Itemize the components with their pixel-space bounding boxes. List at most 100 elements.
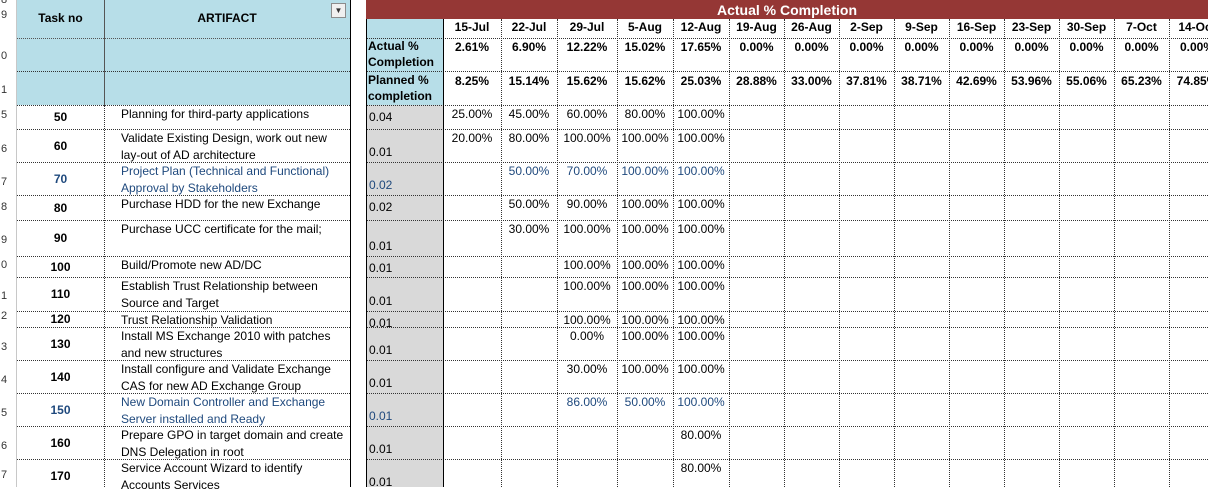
completion-cell[interactable]: 80.00% xyxy=(680,428,722,442)
task-number[interactable]: 160 xyxy=(50,435,71,450)
weight-cell[interactable]: 0.01 xyxy=(369,261,393,275)
weight-cell[interactable]: 0.01 xyxy=(369,409,393,423)
weight-cell[interactable]: 0.01 xyxy=(369,145,393,159)
completion-cell[interactable]: 80.00% xyxy=(508,131,550,145)
artifact-cell[interactable]: Purchase UCC certificate for the mail; xyxy=(121,222,322,236)
completion-cell[interactable]: 100.00% xyxy=(677,164,725,178)
task-number[interactable]: 60 xyxy=(53,138,68,153)
date-header[interactable]: 9-Sep xyxy=(905,20,938,34)
task-number[interactable]: 120 xyxy=(50,312,71,326)
weight-cell[interactable]: 0.02 xyxy=(369,200,393,214)
completion-cell[interactable]: 20.00% xyxy=(451,131,493,145)
task-number[interactable]: 130 xyxy=(50,336,71,351)
task-number[interactable]: 170 xyxy=(50,468,71,483)
completion-cell[interactable]: 100.00% xyxy=(563,313,611,327)
completion-cell[interactable]: 100.00% xyxy=(677,131,725,145)
completion-cell[interactable]: 100.00% xyxy=(677,329,725,343)
completion-cell[interactable]: 100.00% xyxy=(621,313,669,327)
completion-cell[interactable]: 86.00% xyxy=(566,395,608,409)
completion-cell[interactable]: 90.00% xyxy=(566,197,608,211)
completion-cell[interactable]: 100.00% xyxy=(621,329,669,343)
completion-cell[interactable]: 100.00% xyxy=(677,395,725,409)
completion-cell[interactable]: 80.00% xyxy=(624,107,666,121)
weight-cell[interactable]: 0.01 xyxy=(369,475,393,489)
completion-cell[interactable]: 25.00% xyxy=(451,107,493,121)
date-header[interactable]: 15-Jul xyxy=(454,20,490,34)
date-header[interactable]: 12-Aug xyxy=(680,20,722,34)
task-number[interactable]: 70 xyxy=(53,171,68,186)
weight-cell[interactable]: 0.04 xyxy=(369,110,393,124)
date-header[interactable]: 22-Jul xyxy=(511,20,547,34)
weight-cell[interactable]: 0.01 xyxy=(369,294,393,308)
weight-cell[interactable]: 0.01 xyxy=(369,316,393,330)
completion-cell[interactable]: 50.00% xyxy=(624,395,666,409)
completion-cell[interactable]: 100.00% xyxy=(677,222,725,236)
task-number[interactable]: 110 xyxy=(50,287,71,301)
artifact-cell[interactable]: Planning for third-party applications xyxy=(121,107,310,121)
completion-cell[interactable]: 100.00% xyxy=(621,131,669,145)
completion-cell[interactable]: 100.00% xyxy=(563,222,611,236)
artifact-cell[interactable]: Establish Trust Relationship between Sou… xyxy=(121,279,318,310)
completion-cell[interactable]: 100.00% xyxy=(677,197,725,211)
artifact-cell[interactable]: Build/Promote new AD/DC xyxy=(121,258,262,272)
date-header[interactable]: 14-Oct xyxy=(1178,20,1208,34)
completion-cell[interactable]: 100.00% xyxy=(621,279,669,293)
task-number[interactable]: 150 xyxy=(50,402,71,417)
artifact-cell[interactable]: Service Account Wizard to identify Accou… xyxy=(121,461,303,492)
weight-cell[interactable]: 0.01 xyxy=(369,343,393,357)
weight-cell[interactable]: 0.01 xyxy=(369,442,393,456)
task-number[interactable]: 100 xyxy=(50,259,71,274)
artifact-cell[interactable]: Validate Existing Design, work out new l… xyxy=(121,131,327,162)
date-header[interactable]: 19-Aug xyxy=(736,20,777,34)
completion-cell[interactable]: 60.00% xyxy=(566,107,608,121)
artifact-cell[interactable]: New Domain Controller and Exchange Serve… xyxy=(121,395,326,426)
weight-cell[interactable]: 0.01 xyxy=(369,239,393,253)
task-number[interactable]: 50 xyxy=(53,110,68,124)
completion-cell[interactable]: 100.00% xyxy=(677,362,725,376)
artifact-cell[interactable]: Project Plan (Technical and Functional) … xyxy=(121,164,330,195)
date-header[interactable]: 2-Sep xyxy=(850,20,883,34)
artifact-cell[interactable]: Trust Relationship Validation xyxy=(121,313,273,327)
filter-dropdown-button[interactable]: ▼ xyxy=(331,3,346,18)
date-header[interactable]: 23-Sep xyxy=(1011,20,1052,34)
row-rule xyxy=(366,71,1208,72)
date-header[interactable]: 26-Aug xyxy=(791,20,832,34)
completion-cell[interactable]: 100.00% xyxy=(677,107,725,121)
row-number: 0 xyxy=(0,259,17,271)
task-number[interactable]: 80 xyxy=(53,200,68,215)
completion-cell[interactable]: 70.00% xyxy=(566,164,608,178)
date-header[interactable]: 30-Sep xyxy=(1066,20,1107,34)
completion-cell[interactable]: 100.00% xyxy=(621,197,669,211)
task-number[interactable]: 90 xyxy=(53,231,68,245)
task-number[interactable]: 140 xyxy=(50,369,71,384)
completion-cell[interactable]: 100.00% xyxy=(563,279,611,293)
completion-cell[interactable]: 100.00% xyxy=(621,164,669,178)
col-rule xyxy=(784,19,785,487)
artifact-cell[interactable]: Purchase HDD for the new Exchange xyxy=(121,197,321,211)
artifact-cell[interactable]: Install MS Exchange 2010 with patches an… xyxy=(121,329,331,360)
completion-cell[interactable]: 100.00% xyxy=(621,362,669,376)
date-header[interactable]: 7-Oct xyxy=(1126,20,1157,34)
planned-pct: 74.85% xyxy=(1176,74,1208,88)
artifact-cell[interactable]: Prepare GPO in target domain and create … xyxy=(121,428,344,459)
completion-cell[interactable]: 80.00% xyxy=(680,461,722,475)
completion-cell[interactable]: 50.00% xyxy=(508,197,550,211)
completion-cell[interactable]: 30.00% xyxy=(508,222,550,236)
completion-cell[interactable]: 100.00% xyxy=(677,258,725,272)
completion-cell[interactable]: 100.00% xyxy=(563,258,611,272)
date-header[interactable]: 5-Aug xyxy=(628,20,662,34)
completion-cell[interactable]: 100.00% xyxy=(621,258,669,272)
completion-cell[interactable]: 0.00% xyxy=(569,329,605,343)
completion-cell[interactable]: 100.00% xyxy=(677,313,725,327)
completion-cell[interactable]: 45.00% xyxy=(508,107,550,121)
weight-cell[interactable]: 0.02 xyxy=(369,178,393,192)
date-header[interactable]: 29-Jul xyxy=(569,20,605,34)
completion-cell[interactable]: 100.00% xyxy=(677,279,725,293)
artifact-cell[interactable]: Install configure and Validate Exchange … xyxy=(121,362,331,393)
completion-cell[interactable]: 100.00% xyxy=(563,131,611,145)
completion-cell[interactable]: 50.00% xyxy=(508,164,550,178)
weight-cell[interactable]: 0.01 xyxy=(369,376,393,390)
completion-cell[interactable]: 30.00% xyxy=(566,362,608,376)
date-header[interactable]: 16-Sep xyxy=(956,20,997,34)
completion-cell[interactable]: 100.00% xyxy=(621,222,669,236)
